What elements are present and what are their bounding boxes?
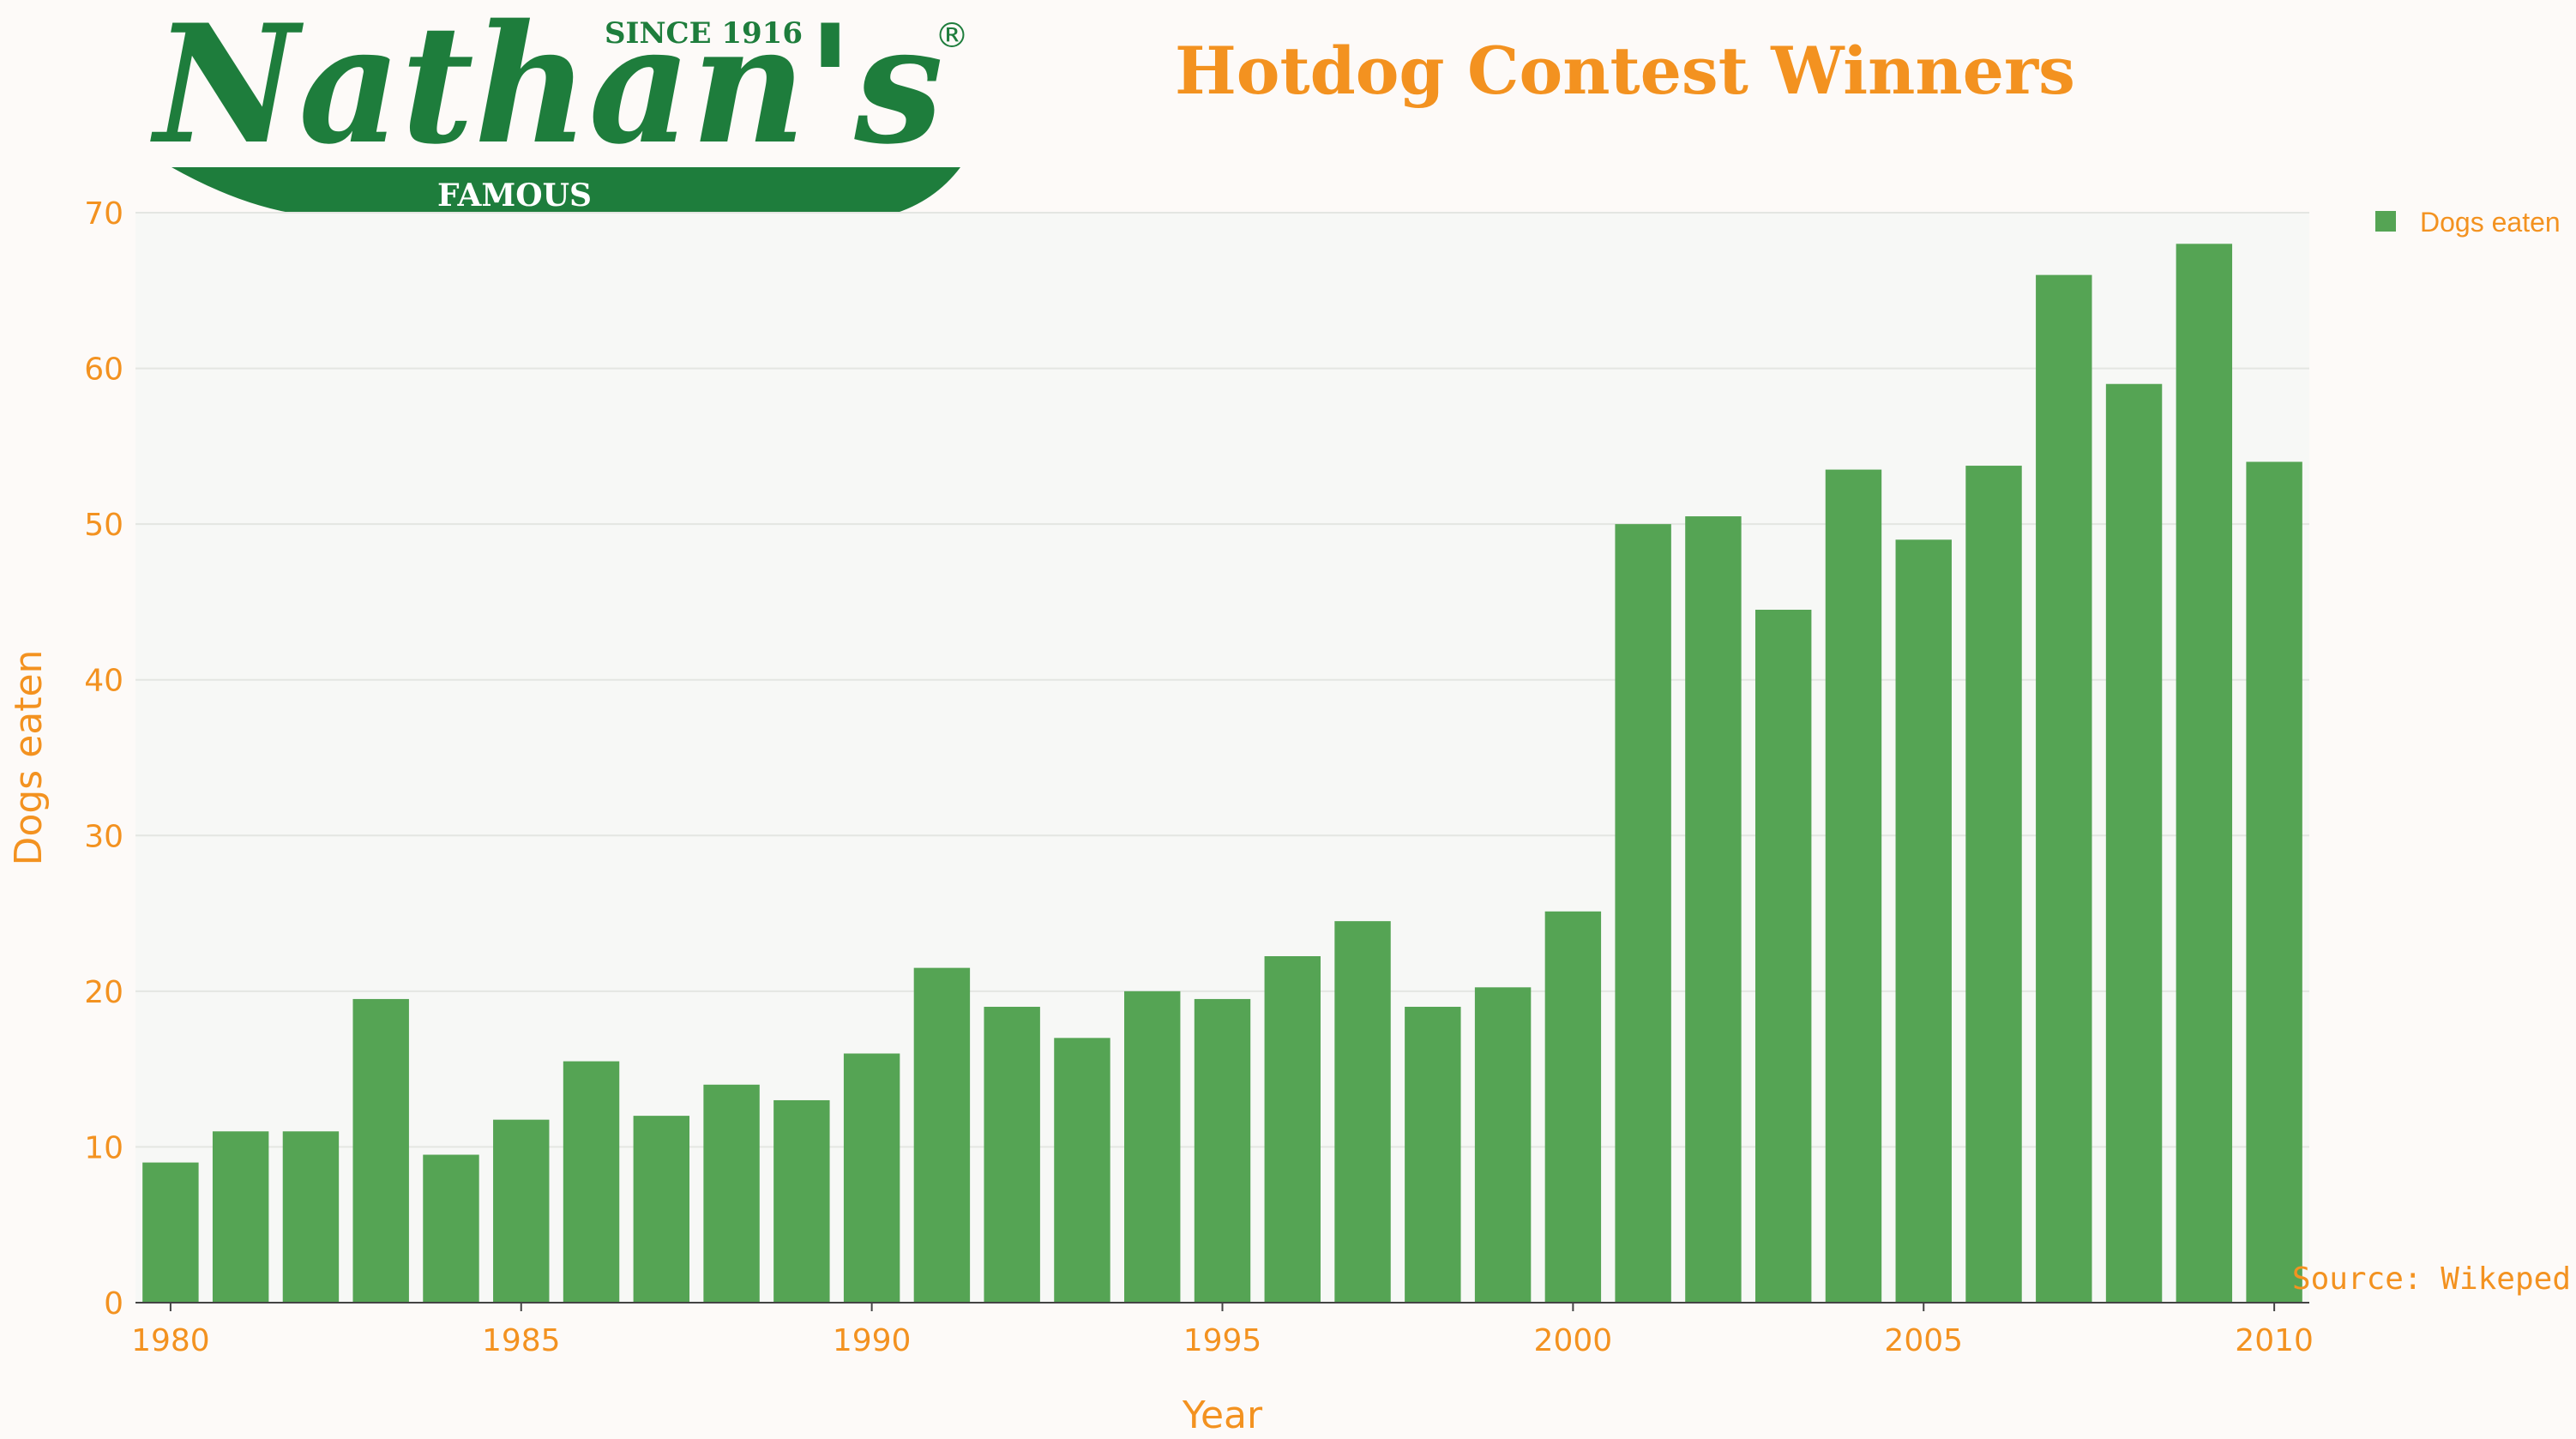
x-tick-label: 1990 — [833, 1323, 912, 1358]
bar[interactable] — [1685, 516, 1742, 1303]
y-tick-label: 20 — [84, 975, 123, 1010]
logo-since: SINCE 1916 — [605, 16, 803, 51]
y-tick-label: 50 — [84, 508, 123, 543]
bar[interactable] — [1405, 1007, 1461, 1303]
bar[interactable] — [1264, 956, 1321, 1303]
bar[interactable] — [142, 1162, 199, 1303]
bar[interactable] — [1965, 466, 2022, 1303]
bar[interactable] — [1054, 1038, 1110, 1303]
x-axis-title: Year — [1182, 1394, 1263, 1437]
legend-label[interactable]: Dogs eaten — [2420, 207, 2561, 238]
logo-wordmark: Nathan's — [149, 0, 943, 180]
bar[interactable] — [1825, 469, 1882, 1303]
bar[interactable] — [1754, 610, 1812, 1303]
y-tick-label: 10 — [84, 1130, 123, 1165]
y-axis-title: Dogs eaten — [7, 650, 51, 866]
bar[interactable] — [633, 1116, 690, 1303]
y-tick-label: 70 — [84, 196, 123, 232]
x-tick-label: 1985 — [482, 1323, 561, 1358]
bar[interactable] — [2246, 461, 2302, 1303]
bar[interactable] — [984, 1007, 1040, 1303]
bar[interactable] — [843, 1053, 900, 1303]
logo-banner — [172, 167, 960, 214]
bar[interactable] — [1194, 998, 1251, 1303]
bar[interactable] — [1124, 990, 1181, 1303]
y-tick-label: 60 — [84, 352, 123, 388]
bar[interactable] — [1615, 524, 1671, 1303]
bar[interactable] — [352, 998, 409, 1303]
x-tick-label: 2005 — [1884, 1323, 1963, 1358]
bar[interactable] — [703, 1084, 760, 1303]
x-tick-label: 1980 — [131, 1323, 210, 1358]
bar[interactable] — [2036, 274, 2092, 1304]
y-axis-ticks: 0 10 20 30 40 50 60 70 — [84, 196, 123, 1322]
bar[interactable] — [1334, 921, 1391, 1303]
bar[interactable] — [493, 1119, 550, 1303]
bar[interactable] — [773, 1099, 830, 1303]
legend[interactable]: Dogs eaten — [2375, 207, 2561, 238]
bar[interactable] — [2176, 244, 2233, 1303]
bar[interactable] — [212, 1131, 269, 1303]
bar[interactable] — [423, 1154, 479, 1303]
x-axis-ticks: 1980 1985 1990 1995 2000 2005 2010 — [131, 1303, 2314, 1358]
chart-title: Hotdog Contest Winners — [1175, 33, 2075, 109]
y-tick-label: 0 — [104, 1286, 123, 1322]
bar[interactable] — [282, 1131, 340, 1303]
bar[interactable] — [913, 967, 971, 1303]
bar[interactable] — [1895, 539, 1952, 1303]
logo-registered-mark: ® — [935, 16, 969, 56]
x-tick-label: 2000 — [1534, 1323, 1613, 1358]
y-tick-label: 30 — [84, 819, 123, 854]
source-note: Source: Wikeped — [2292, 1261, 2571, 1297]
nathans-logo: Nathan's SINCE 1916 ® FAMOUS — [149, 0, 969, 214]
bar[interactable] — [1544, 911, 1602, 1303]
bar[interactable] — [1474, 987, 1532, 1303]
logo-famous: FAMOUS — [437, 178, 592, 214]
y-tick-label: 40 — [84, 664, 123, 699]
x-tick-label: 1995 — [1183, 1323, 1262, 1358]
bar[interactable] — [2105, 383, 2163, 1304]
bars — [142, 244, 2302, 1304]
legend-swatch[interactable] — [2375, 211, 2396, 232]
bar[interactable] — [563, 1061, 620, 1303]
x-tick-label: 2010 — [2235, 1323, 2314, 1358]
